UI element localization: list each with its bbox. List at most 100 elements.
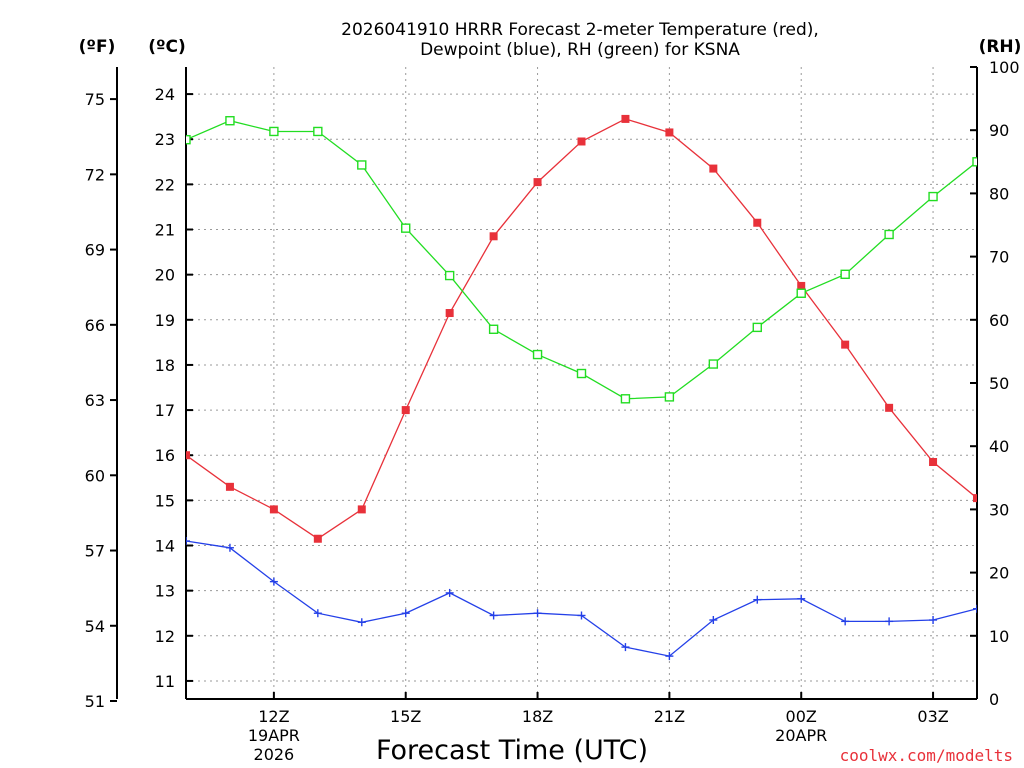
x-tick-date-label: 19APR bbox=[248, 726, 300, 745]
celsius-tick-label: 19 bbox=[155, 311, 175, 330]
dewpoint-point bbox=[401, 609, 410, 618]
rh-point bbox=[752, 322, 762, 333]
fahrenheit-tick-label: 75 bbox=[85, 90, 105, 109]
dewpoint-point bbox=[577, 611, 586, 620]
dewpoint-point bbox=[489, 611, 498, 620]
dewpoint-point bbox=[841, 617, 850, 626]
celsius-unit-label: (ºC) bbox=[148, 37, 186, 57]
chart-title-line1: 2026041910 HRRR Forecast 2-meter Tempera… bbox=[341, 20, 819, 40]
celsius-tick-label: 18 bbox=[155, 356, 175, 375]
series-relative-humidity bbox=[186, 116, 977, 404]
dewpoint-point bbox=[885, 617, 894, 626]
dewpoint-point bbox=[313, 609, 322, 618]
x-tick-label: 21Z bbox=[654, 707, 685, 726]
dewpoint-point bbox=[225, 543, 234, 552]
celsius-tick-label: 22 bbox=[155, 175, 175, 194]
dewpoint-point bbox=[973, 604, 977, 613]
x-tick-label: 15Z bbox=[390, 707, 421, 726]
x-tick-label: 03Z bbox=[917, 707, 948, 726]
dewpoint-point bbox=[797, 594, 806, 603]
temperature-point bbox=[313, 534, 322, 543]
x-tick-label: 00Z bbox=[786, 707, 817, 726]
rh-point bbox=[401, 223, 411, 233]
rh-point bbox=[972, 157, 977, 167]
temperature-point bbox=[885, 403, 894, 412]
fahrenheit-tick-label: 51 bbox=[85, 692, 105, 711]
celsius-tick-label: 17 bbox=[155, 401, 175, 420]
temperature-point bbox=[665, 128, 674, 137]
rh-point bbox=[269, 126, 279, 137]
temperature-point bbox=[709, 164, 718, 173]
series-line bbox=[186, 120, 977, 400]
x-tick-label: 12Z bbox=[258, 707, 289, 726]
fahrenheit-tick-label: 60 bbox=[85, 466, 105, 485]
fahrenheit-tick-label: 66 bbox=[85, 316, 105, 335]
dewpoint-point bbox=[357, 618, 366, 627]
celsius-tick-label: 21 bbox=[155, 221, 175, 240]
temperature-point bbox=[225, 482, 234, 491]
series-line bbox=[186, 118, 977, 540]
temperature-point bbox=[973, 494, 977, 503]
temperature-point bbox=[533, 178, 542, 187]
temperature-point bbox=[186, 451, 190, 460]
temperature-point bbox=[621, 114, 630, 123]
temperature-point bbox=[797, 281, 806, 290]
celsius-tick-label: 20 bbox=[155, 266, 175, 285]
fahrenheit-tick-label: 63 bbox=[85, 391, 105, 410]
rh-tick-label: 10 bbox=[989, 627, 1009, 646]
series-temperature bbox=[186, 114, 977, 543]
rh-point bbox=[225, 116, 235, 126]
rh-tick-label: 80 bbox=[989, 184, 1009, 203]
series-dewpoint bbox=[186, 537, 977, 661]
dewpoint-point bbox=[709, 616, 718, 624]
temperature-point bbox=[577, 137, 586, 146]
rh-tick-label: 60 bbox=[989, 311, 1009, 330]
temperature-point bbox=[269, 505, 278, 514]
celsius-tick-label: 13 bbox=[155, 582, 175, 601]
chart-title-line2: Dewpoint (blue), RH (green) for KSNA bbox=[420, 40, 740, 60]
rh-point bbox=[576, 368, 587, 379]
celsius-tick-label: 11 bbox=[155, 672, 175, 691]
dewpoint-point bbox=[186, 537, 190, 545]
celsius-tick-label: 23 bbox=[155, 130, 175, 149]
series-line bbox=[186, 540, 977, 657]
rh-tick-label: 40 bbox=[989, 437, 1009, 456]
celsius-tick-label: 16 bbox=[155, 446, 175, 465]
rh-unit-label: (RH) bbox=[979, 37, 1022, 57]
temperature-point bbox=[445, 309, 454, 318]
rh-point bbox=[357, 160, 367, 170]
dewpoint-point bbox=[621, 643, 630, 652]
rh-tick-label: 30 bbox=[989, 500, 1009, 519]
x-tick-year-label: 2026 bbox=[254, 745, 295, 764]
rh-tick-label: 90 bbox=[989, 121, 1009, 140]
dewpoint-point bbox=[269, 577, 278, 586]
rh-tick-label: 20 bbox=[989, 564, 1009, 583]
x-tick-date-label: 20APR bbox=[775, 726, 827, 745]
rh-point bbox=[928, 191, 938, 202]
temperature-point bbox=[841, 340, 850, 349]
rh-point bbox=[884, 229, 894, 240]
temperature-point bbox=[357, 505, 366, 514]
temperature-point bbox=[401, 406, 410, 415]
rh-point bbox=[840, 269, 850, 279]
temperature-point bbox=[489, 232, 498, 241]
temperature-point bbox=[929, 458, 938, 466]
x-axis-label: Forecast Time (UTC) bbox=[376, 735, 648, 766]
rh-point bbox=[444, 270, 455, 281]
dewpoint-point bbox=[753, 595, 762, 604]
source-credit: coolwx.com/modelts bbox=[840, 746, 1013, 765]
celsius-tick-label: 14 bbox=[155, 537, 175, 556]
fahrenheit-tick-label: 69 bbox=[85, 241, 105, 260]
dewpoint-point bbox=[929, 616, 938, 624]
rh-point bbox=[532, 349, 543, 360]
fahrenheit-tick-label: 72 bbox=[85, 165, 105, 184]
fahrenheit-tick-label: 57 bbox=[85, 542, 105, 561]
celsius-tick-label: 15 bbox=[155, 491, 175, 510]
axes bbox=[110, 66, 978, 703]
rh-tick-label: 70 bbox=[989, 248, 1009, 267]
rh-tick-label: 100 bbox=[989, 58, 1020, 77]
data-series bbox=[186, 114, 977, 661]
dewpoint-point bbox=[665, 652, 674, 661]
rh-point bbox=[620, 394, 631, 404]
